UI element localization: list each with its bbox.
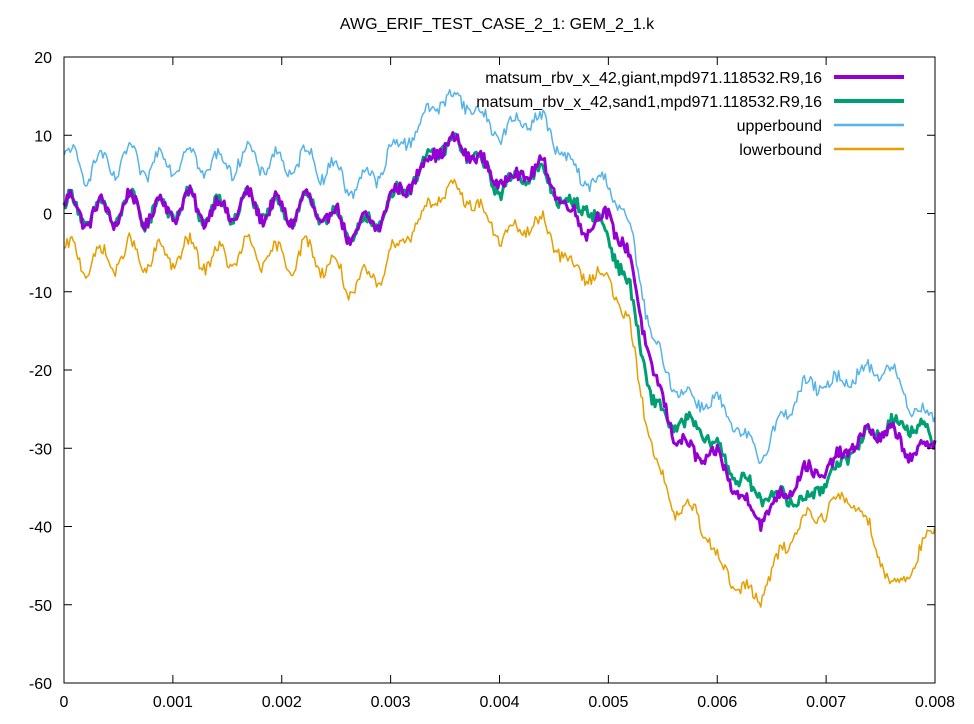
y-tick-label: -50 xyxy=(29,598,52,615)
y-tick-label: 0 xyxy=(43,207,52,224)
chart-title: AWG_ERIF_TEST_CASE_2_1: GEM_2_1.k xyxy=(340,16,655,33)
x-tick-label: 0.003 xyxy=(371,694,411,711)
y-tick-label: -20 xyxy=(29,363,52,380)
y-tick-label: -10 xyxy=(29,285,52,302)
x-tick-label: 0.004 xyxy=(479,694,519,711)
series-line-1 xyxy=(62,132,937,508)
x-tick-label: 0.005 xyxy=(588,694,628,711)
y-tick-label: -30 xyxy=(29,441,52,458)
y-tick-label: 10 xyxy=(34,128,52,145)
legend: matsum_rbv_x_42,giant,mpd971.118532.R9,1… xyxy=(476,70,904,159)
x-tick-label: 0 xyxy=(60,694,69,711)
x-tick-label: 0.001 xyxy=(153,694,193,711)
series-line-2 xyxy=(63,88,936,465)
axis-ticks: 0 0.001 0.002 0.003 0.004 0.005 0.006 0.007 0.00… xyxy=(29,50,955,711)
x-tick-label: 0.006 xyxy=(697,694,737,711)
x-tick-label: 0.008 xyxy=(915,694,955,711)
plot-series xyxy=(62,88,937,608)
legend-label-1: matsum_rbv_x_42,sand1,mpd971.118532.R9,1… xyxy=(476,94,822,111)
x-tick-label: 0.002 xyxy=(262,694,302,711)
series-line-3 xyxy=(63,178,936,608)
y-tick-label: -60 xyxy=(29,676,52,693)
legend-label-0: matsum_rbv_x_42,giant,mpd971.118532.R9,1… xyxy=(485,70,822,87)
series-line-0 xyxy=(62,131,937,532)
x-tick-label: 0.007 xyxy=(806,694,846,711)
y-tick-label: -40 xyxy=(29,520,52,537)
legend-label-2: upperbound xyxy=(737,118,822,135)
legend-label-3: lowerbound xyxy=(739,142,822,159)
y-tick-label: 20 xyxy=(34,50,52,67)
